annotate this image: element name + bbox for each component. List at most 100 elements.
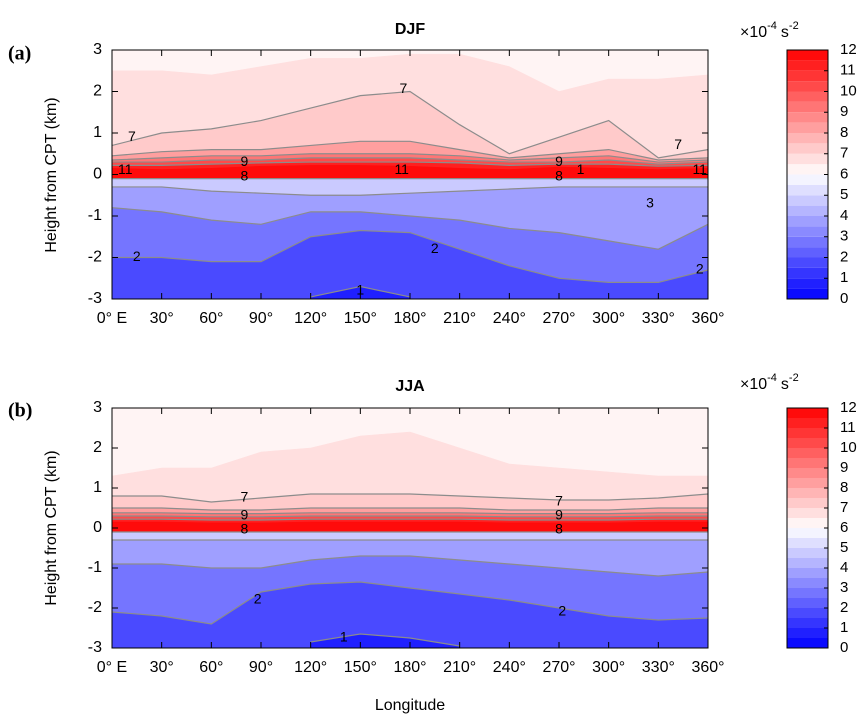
x-tick-label: 270°: [542, 310, 575, 327]
contour-line: [112, 507, 708, 511]
colorbar-box: [787, 133, 828, 144]
colorbar-box: [787, 508, 828, 518]
contour-label: 1: [340, 629, 348, 645]
unit-exponent: -4: [767, 20, 777, 32]
colorbar-box: [787, 408, 828, 418]
contour-line: [112, 153, 708, 163]
unit: s: [781, 24, 789, 41]
colorbar-tick-label: 9: [840, 459, 848, 476]
colorbar-box: [787, 458, 828, 468]
colorbar-box: [787, 548, 828, 558]
contour-label: 9: [241, 153, 249, 169]
contour-label: 7: [674, 136, 682, 152]
contour-label: 8: [241, 167, 249, 183]
colorbar-tick-label: 4: [840, 559, 848, 576]
x-tick-label: 60°: [199, 310, 223, 327]
x-tick-label: 180°: [393, 659, 426, 676]
colorbar-box: [787, 112, 828, 123]
unit-base: ×10: [740, 24, 767, 41]
y-tick-label: -3: [88, 639, 102, 656]
colorbar-tick-label: 12: [840, 41, 857, 58]
colorbar-tick-label: 1: [840, 269, 848, 286]
colorbar-box: [787, 488, 828, 498]
colorbar-label: ×10-4 s-2: [740, 20, 799, 41]
x-tick-label: 0° E: [97, 659, 127, 676]
colorbar-box: [787, 438, 828, 448]
colorbar-tick-label: 11: [840, 62, 856, 79]
y-axis-label: Height from CPT (km): [43, 450, 60, 605]
contour-line: [112, 229, 708, 283]
colorbar-tick-label: 0: [840, 639, 848, 656]
colorbar-box: [787, 174, 828, 185]
colorbar-tick-label: 12: [840, 399, 857, 416]
colorbar-box: [787, 418, 828, 428]
panel-jja: JJA (b) Height from CPT (km) Longitude ×…: [8, 372, 857, 714]
x-tick-label: 360°: [691, 310, 724, 327]
panel-label: (a): [8, 43, 31, 65]
unit-exponent: -4: [767, 372, 777, 384]
colorbar-tick-label: 10: [840, 439, 857, 456]
contour-label: 11: [692, 161, 707, 177]
x-tick-label: 210°: [443, 310, 476, 327]
contour-label: 2: [696, 261, 704, 277]
contour-line: [310, 285, 411, 298]
colorbar-tick-label: 5: [840, 539, 848, 556]
contour-label: 9: [555, 153, 563, 169]
colorbar-box: [787, 50, 828, 61]
colorbar-box: [787, 153, 828, 165]
colorbar-box: [787, 598, 828, 608]
y-tick-label: -2: [88, 599, 102, 616]
y-tick-label: -2: [88, 249, 102, 266]
colorbar-box: [787, 247, 828, 258]
contour-line: [112, 555, 708, 577]
x-tick-label: 120°: [294, 659, 327, 676]
y-tick-label: 2: [93, 83, 102, 100]
colorbar-box: [787, 578, 828, 588]
x-axis-label: Longitude: [375, 697, 445, 714]
colorbar-box: [787, 518, 828, 528]
contour-label: 1: [577, 161, 585, 177]
contour-line: [112, 207, 708, 250]
colorbar-box: [787, 236, 828, 248]
colorbar-tick-label: 11: [840, 419, 856, 436]
colorbar-box: [787, 216, 828, 227]
unit-exponent: -2: [789, 372, 799, 384]
x-tick-label: 90°: [249, 310, 273, 327]
x-tick-label: 150°: [344, 310, 377, 327]
colorbar-box: [787, 267, 828, 279]
contour-label: 11: [118, 161, 133, 177]
panel-title: JJA: [395, 378, 425, 395]
x-tick-label: 60°: [199, 659, 223, 676]
colorbar-box: [787, 628, 828, 638]
x-tick-label: 30°: [150, 659, 174, 676]
colorbar-box: [787, 70, 828, 82]
colorbar-box: [787, 608, 828, 618]
colorbar-box: [787, 558, 828, 568]
colorbar-box: [787, 81, 828, 92]
colorbar-box: [787, 468, 828, 478]
colorbar-box: [787, 538, 828, 548]
contour-label: 7: [399, 80, 407, 96]
x-tick-label: 240°: [493, 310, 526, 327]
y-tick-label: 0: [93, 166, 102, 183]
contour-label: 7: [555, 493, 563, 509]
contour-label: 7: [241, 489, 249, 505]
colorbar-box: [787, 278, 828, 289]
x-tick-label: 30°: [150, 310, 174, 327]
panel-label: (b): [8, 400, 32, 422]
colorbar-tick-label: 8: [840, 124, 848, 141]
contour-label: 2: [254, 591, 262, 607]
contour-label: 8: [555, 521, 563, 537]
contour-label: 8: [241, 521, 249, 537]
colorbar-box: [787, 60, 828, 71]
x-tick-label: 300°: [592, 310, 625, 327]
contour-label: 9: [241, 507, 249, 523]
contour-label: 1: [356, 281, 364, 297]
contour-label: 2: [133, 248, 141, 264]
unit: s: [781, 376, 789, 393]
colorbar-tick-label: 2: [840, 599, 848, 616]
y-axis-label: Height from CPT (km): [43, 97, 60, 252]
colorbar-tick-label: 7: [840, 499, 848, 516]
colorbar-box: [787, 288, 828, 299]
